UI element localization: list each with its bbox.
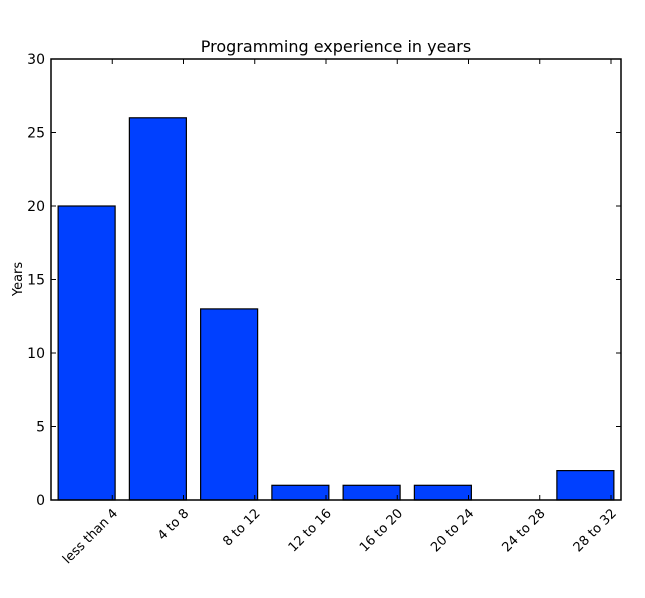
bar-7	[556, 470, 615, 501]
y-tick-label: 25	[27, 126, 45, 142]
bar-2	[200, 308, 259, 501]
bar-1	[128, 117, 187, 501]
chart-title: Programming experience in years	[201, 37, 471, 56]
x-tick-label: 12 to 16	[286, 506, 335, 555]
x-tick-label: less than 4	[60, 506, 121, 567]
x-tick-label: 8 to 12	[220, 506, 263, 549]
x-tick-label: 20 to 24	[428, 506, 477, 555]
bar-0	[57, 205, 116, 501]
bar-5	[413, 484, 472, 501]
x-tick-label: 28 to 32	[571, 506, 620, 555]
x-tick-label: 4 to 8	[155, 506, 192, 543]
x-tick-label: 24 to 28	[500, 506, 549, 555]
y-tick-label: 10	[27, 346, 45, 362]
y-tick-label: 30	[27, 52, 45, 68]
y-axis-label: Years	[11, 262, 26, 298]
plot-frame	[50, 58, 622, 501]
bar-3	[271, 484, 330, 501]
y-tick-label: 15	[27, 273, 45, 289]
x-tick-label: 16 to 20	[357, 506, 406, 555]
y-tick-label: 20	[27, 199, 45, 215]
y-tick-label: 5	[36, 420, 45, 436]
bar-4	[342, 484, 401, 501]
y-tick-label: 0	[36, 493, 45, 509]
